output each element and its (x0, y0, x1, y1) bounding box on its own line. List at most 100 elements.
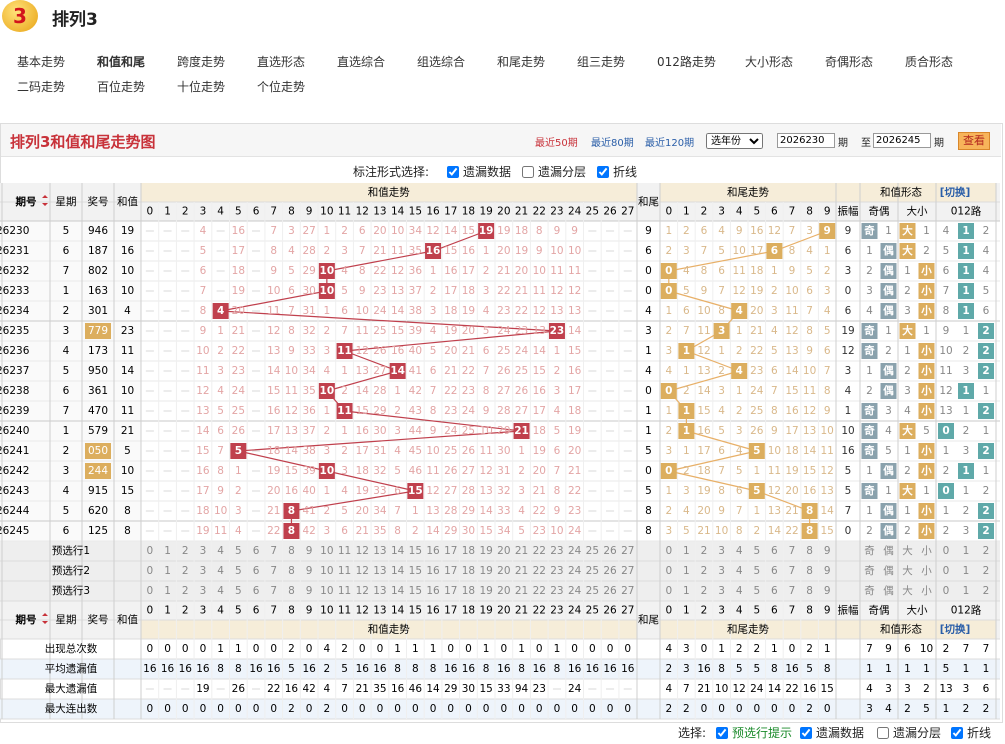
preselect-cell: 23 (550, 565, 563, 577)
nav-item[interactable]: 百位走势 (97, 80, 146, 94)
checkbox[interactable] (716, 727, 728, 739)
option-text: 折线 (613, 165, 638, 179)
stat-value: 0 (501, 703, 508, 715)
sum-miss: 4 (483, 305, 490, 317)
stat-value: 2 (736, 643, 743, 655)
form-miss: 1 (983, 465, 990, 477)
form-hit-text: 小 (920, 284, 932, 297)
sum-miss: 4 (324, 365, 331, 377)
nav-item[interactable]: 直选综合 (337, 55, 386, 69)
checkbox[interactable] (951, 727, 963, 739)
option[interactable]: 遗漏分层 (877, 724, 941, 741)
checkbox[interactable] (800, 727, 812, 739)
stat-value: 4 (665, 643, 672, 655)
nav-item[interactable]: 跨度走势 (177, 55, 226, 69)
stat-value: 16 (444, 663, 458, 675)
switch-link[interactable]: [切换] (940, 623, 971, 636)
tail-miss: 9 (771, 425, 778, 437)
stat-value: 2 (806, 703, 813, 715)
option[interactable]: 预选行提示 (716, 724, 792, 741)
form-hit-text: 0 (942, 425, 949, 437)
sum-column: 0 (147, 605, 154, 617)
nav-item[interactable]: 012路走势 (657, 55, 716, 69)
option[interactable]: 折线 (597, 163, 637, 180)
sum-miss: 24 (515, 345, 529, 357)
sum-column: 25 (586, 206, 599, 218)
checkbox[interactable] (447, 166, 459, 178)
year-select[interactable]: 选年份 (706, 133, 763, 149)
period-link[interactable]: 最近80期 (591, 138, 634, 149)
tail-miss: 20 (785, 485, 798, 497)
stat-value: 1 (771, 643, 778, 655)
weekday: 4 (63, 345, 70, 357)
view-button[interactable]: 查看 (958, 132, 990, 150)
tail-miss: 14 (821, 505, 835, 517)
form-hit (899, 483, 916, 499)
option[interactable]: 遗漏数据 (447, 163, 511, 180)
form-miss: 2 (904, 365, 911, 377)
tail-hit-text: 3 (718, 325, 725, 337)
stat-label: 最大遗漏值 (45, 682, 98, 695)
tail-column: 2 (701, 206, 708, 218)
form-miss: 1 (983, 385, 990, 397)
sum-miss: 9 (430, 425, 437, 437)
sum-miss: 3 (394, 425, 401, 437)
checkbox[interactable] (522, 166, 534, 178)
stat-value: 4 (885, 703, 892, 715)
nav-item[interactable]: 组选综合 (417, 55, 466, 69)
preselect-cell: 10 (320, 545, 333, 557)
checkbox[interactable] (597, 166, 609, 178)
form-miss: 1 (923, 485, 930, 497)
tail-miss: 11 (785, 305, 798, 317)
nav-item[interactable]: 奇偶形态 (825, 55, 874, 69)
form-hit (899, 223, 916, 239)
stat-value: 0 (306, 703, 313, 715)
sort-icon (42, 195, 48, 206)
nav-item[interactable]: 二码走势 (17, 80, 66, 94)
sum-hit (318, 263, 335, 279)
tail-miss: 2 (665, 325, 672, 337)
option[interactable]: 遗漏分层 (522, 163, 586, 180)
size-header: 大小 (907, 205, 928, 218)
nav-item[interactable]: 个位走势 (257, 80, 306, 94)
checkbox[interactable] (877, 727, 889, 739)
stat-value: 0 (718, 703, 725, 715)
nav-item[interactable]: 组三走势 (577, 55, 626, 69)
form-hit-text: 2 (982, 525, 989, 537)
tail-miss: 6 (736, 485, 743, 497)
switch-link[interactable]: [切换] (940, 186, 971, 199)
sum-miss: 10 (426, 445, 439, 457)
option[interactable]: 遗漏数据 (800, 724, 864, 741)
sum-miss: 20 (444, 345, 457, 357)
nav-item[interactable]: 和尾走势 (497, 55, 546, 69)
nav-item[interactable]: 直选形态 (257, 55, 306, 69)
from-input[interactable] (777, 133, 835, 148)
form-miss: 1 (904, 265, 911, 277)
nav-item[interactable]: 质合形态 (905, 55, 954, 69)
sum-miss: 18 (533, 425, 546, 437)
to-input[interactable] (873, 133, 931, 148)
nav-item[interactable]: 和值和尾 (97, 55, 146, 69)
stat-value: 1 (923, 663, 930, 675)
period-link[interactable]: 最近120期 (645, 138, 695, 149)
nav-item[interactable]: 基本走势 (17, 55, 66, 69)
period-link[interactable]: 最近50期 (535, 138, 578, 149)
sum-miss: 9 (270, 265, 277, 277)
sum-miss: 32 (497, 485, 510, 497)
nav-item[interactable]: 大小形态 (745, 55, 794, 69)
tail-value: 4 (645, 305, 652, 317)
stat-value: 14 (768, 683, 782, 695)
option[interactable]: 折线 (951, 724, 991, 741)
sum-hit-text: 15 (408, 485, 423, 497)
tail-miss: 7 (771, 385, 778, 397)
form-miss: 4 (983, 245, 990, 257)
sum-miss: 8 (394, 525, 401, 537)
preselect-cell: 23 (550, 585, 563, 597)
sum-column: 26 (603, 206, 617, 218)
nav-item[interactable]: 十位走势 (177, 80, 226, 94)
tail-miss: 15 (803, 465, 816, 477)
sum-value: 23 (121, 325, 134, 337)
sum-miss: 21 (232, 325, 245, 337)
sum-miss: 23 (462, 385, 475, 397)
sum-miss: 3 (324, 345, 331, 357)
